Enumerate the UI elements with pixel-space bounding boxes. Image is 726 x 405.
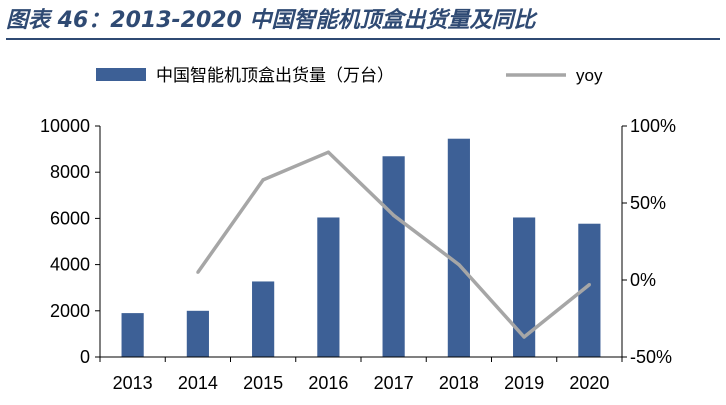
bar-2019 [513,217,536,357]
y-right-tick-label: 0% [630,270,656,290]
bar-2018 [447,138,470,357]
yoy-point [457,263,461,267]
legend-bar-swatch [96,68,146,81]
y-right-tick-label: 100% [630,116,676,136]
x-tick-label: 2014 [178,373,218,393]
y-left-tick-label: 8000 [50,162,90,182]
x-tick-label: 2018 [439,373,479,393]
y-left-tick-label: 4000 [50,255,90,275]
yoy-point [196,270,200,274]
legend-bar-label: 中国智能机顶盒出货量（万台） [156,66,394,85]
bar-2013 [121,313,144,357]
yoy-point [261,178,265,182]
x-tick-label: 2017 [374,373,414,393]
yoy-point [326,150,330,154]
yoy-point [587,283,591,287]
y-left-tick-label: 2000 [50,301,90,321]
x-tick-label: 2015 [243,373,283,393]
x-tick-label: 2020 [569,373,609,393]
y-left-tick-label: 6000 [50,208,90,228]
legend-line-label: yoy [576,66,603,85]
bar-2014 [186,310,209,357]
bar-2017 [382,156,405,357]
y-right-tick-label: 50% [630,193,666,213]
y-left-tick-label: 0 [80,347,90,367]
x-tick-label: 2019 [504,373,544,393]
y-right-tick-label: -50% [630,347,672,367]
x-tick-label: 2016 [308,373,348,393]
figure-title: 图表 46：2013-2020 中国智能机顶盒出货量及同比 [6,8,536,33]
yoy-point [392,213,396,217]
y-left-tick-label: 10000 [40,116,90,136]
bar-2016 [317,217,340,357]
yoy-point [522,335,526,339]
bar-2020 [578,223,601,357]
bar-2015 [252,281,275,357]
x-tick-label: 2013 [113,373,153,393]
title-underline [6,38,720,40]
